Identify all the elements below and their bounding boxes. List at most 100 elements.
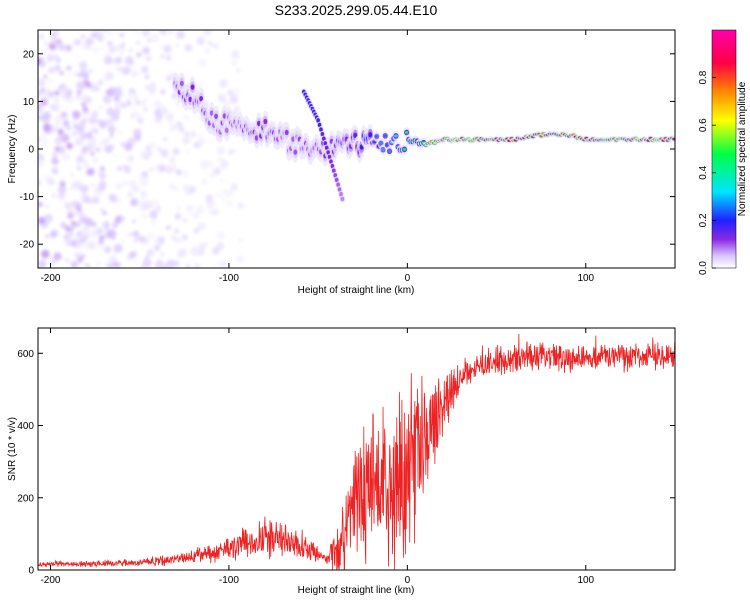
- noise-blob: [82, 196, 86, 200]
- noise-blob: [160, 149, 169, 158]
- noise-blob: [142, 258, 152, 268]
- spectrogram-x-tick-label: -200: [40, 273, 60, 284]
- noise-blob: [79, 243, 85, 249]
- noise-blob: [114, 107, 121, 115]
- noise-blob: [115, 31, 120, 36]
- noise-blob: [66, 142, 73, 150]
- noise-blob: [120, 220, 124, 224]
- noise-blob: [104, 56, 113, 65]
- snr-ylabel: SNR (10 * v/v): [7, 417, 18, 481]
- noise-blob: [227, 89, 234, 96]
- noise-blob: [38, 78, 46, 87]
- noise-blob: [78, 60, 88, 70]
- colorbar-tick-label: 0.8: [698, 70, 709, 84]
- noise-blob: [58, 133, 65, 141]
- noise-blob: [148, 141, 156, 150]
- noise-blob: [193, 227, 200, 234]
- snr-x-tick-label: -100: [219, 575, 239, 586]
- spectrogram-x-tick-label: 100: [577, 273, 594, 284]
- noise-blob: [75, 221, 82, 228]
- noise-blob: [95, 147, 101, 152]
- snr-y-tick-label: 600: [17, 349, 34, 360]
- snr-y-tick-label: 0: [28, 566, 34, 577]
- noise-blob: [61, 152, 71, 162]
- noise-blob: [144, 74, 150, 80]
- noise-blob: [135, 112, 143, 120]
- noise-blob: [160, 252, 165, 257]
- noise-blob: [60, 221, 67, 229]
- noise-blob: [219, 245, 224, 250]
- noise-blob: [135, 100, 140, 106]
- noise-blob: [60, 111, 68, 119]
- noise-blob: [161, 262, 171, 268]
- noise-blob: [228, 190, 235, 196]
- noise-blob: [43, 74, 47, 79]
- noise-blob: [76, 81, 85, 90]
- noise-blob: [189, 131, 197, 138]
- noise-blob: [177, 250, 186, 259]
- noise-blob: [114, 216, 122, 224]
- noise-blob: [85, 37, 94, 46]
- noise-blob: [46, 205, 50, 209]
- noise-blob: [78, 235, 87, 244]
- noise-blob: [147, 151, 152, 156]
- noise-blob: [107, 31, 112, 36]
- noise-blob: [132, 230, 139, 237]
- noise-blob: [235, 68, 241, 73]
- noise-blob: [40, 57, 45, 61]
- noise-blob: [101, 211, 106, 216]
- ridge-core: [672, 137, 675, 141]
- noise-blob: [178, 31, 182, 35]
- noise-blob: [150, 199, 160, 209]
- noise-blob: [80, 132, 86, 138]
- colorbar-tick-label: 0.4: [698, 165, 709, 179]
- noise-blob: [164, 165, 174, 174]
- snr-y-tick-label: 400: [17, 421, 34, 432]
- ridge-core: [199, 95, 203, 102]
- noise-blob: [67, 212, 74, 220]
- noise-blob: [229, 94, 239, 104]
- noise-blob: [88, 68, 93, 73]
- noise-blob: [116, 66, 123, 72]
- ridge-core: [179, 80, 184, 87]
- snr-series-line: [38, 333, 675, 570]
- noise-blob: [98, 238, 105, 245]
- noise-blob: [38, 180, 42, 185]
- noise-blob: [90, 151, 95, 157]
- noise-blob: [47, 66, 55, 74]
- noise-blob: [80, 227, 90, 237]
- streak-core: [336, 182, 340, 187]
- noise-blob: [114, 246, 119, 251]
- noise-blob: [113, 261, 121, 268]
- noise-blob: [149, 167, 154, 172]
- noise-blob: [107, 135, 113, 142]
- noise-blob: [99, 105, 103, 109]
- noise-blob: [205, 194, 214, 203]
- noise-blob: [39, 34, 45, 40]
- noise-blob: [196, 36, 206, 46]
- noise-blob: [114, 88, 123, 97]
- spectrogram-x-tick-label: -100: [219, 273, 239, 284]
- noise-blob: [127, 155, 135, 163]
- noise-blob: [99, 172, 107, 180]
- noise-blob: [120, 102, 128, 109]
- noise-blob: [160, 89, 166, 95]
- noise-blob: [154, 244, 161, 251]
- noise-blob: [140, 189, 147, 196]
- noise-blob: [115, 56, 123, 64]
- noise-blob: [208, 210, 214, 216]
- colorbar-ticks: 0.0 0.2 0.4 0.6 0.8: [698, 70, 716, 275]
- noise-blob: [70, 227, 74, 231]
- spectrogram-ylabel: Frequency (Hz): [7, 115, 18, 184]
- noise-blob: [118, 49, 125, 56]
- noise-blob: [60, 87, 68, 96]
- noise-blob: [75, 208, 85, 217]
- noise-blob: [209, 43, 213, 47]
- noise-blob: [122, 165, 132, 174]
- noise-blob: [142, 171, 148, 177]
- noise-blob: [40, 98, 49, 107]
- colorbar-label: Normalized spectral amplitude: [737, 81, 748, 216]
- noise-blob: [52, 151, 58, 158]
